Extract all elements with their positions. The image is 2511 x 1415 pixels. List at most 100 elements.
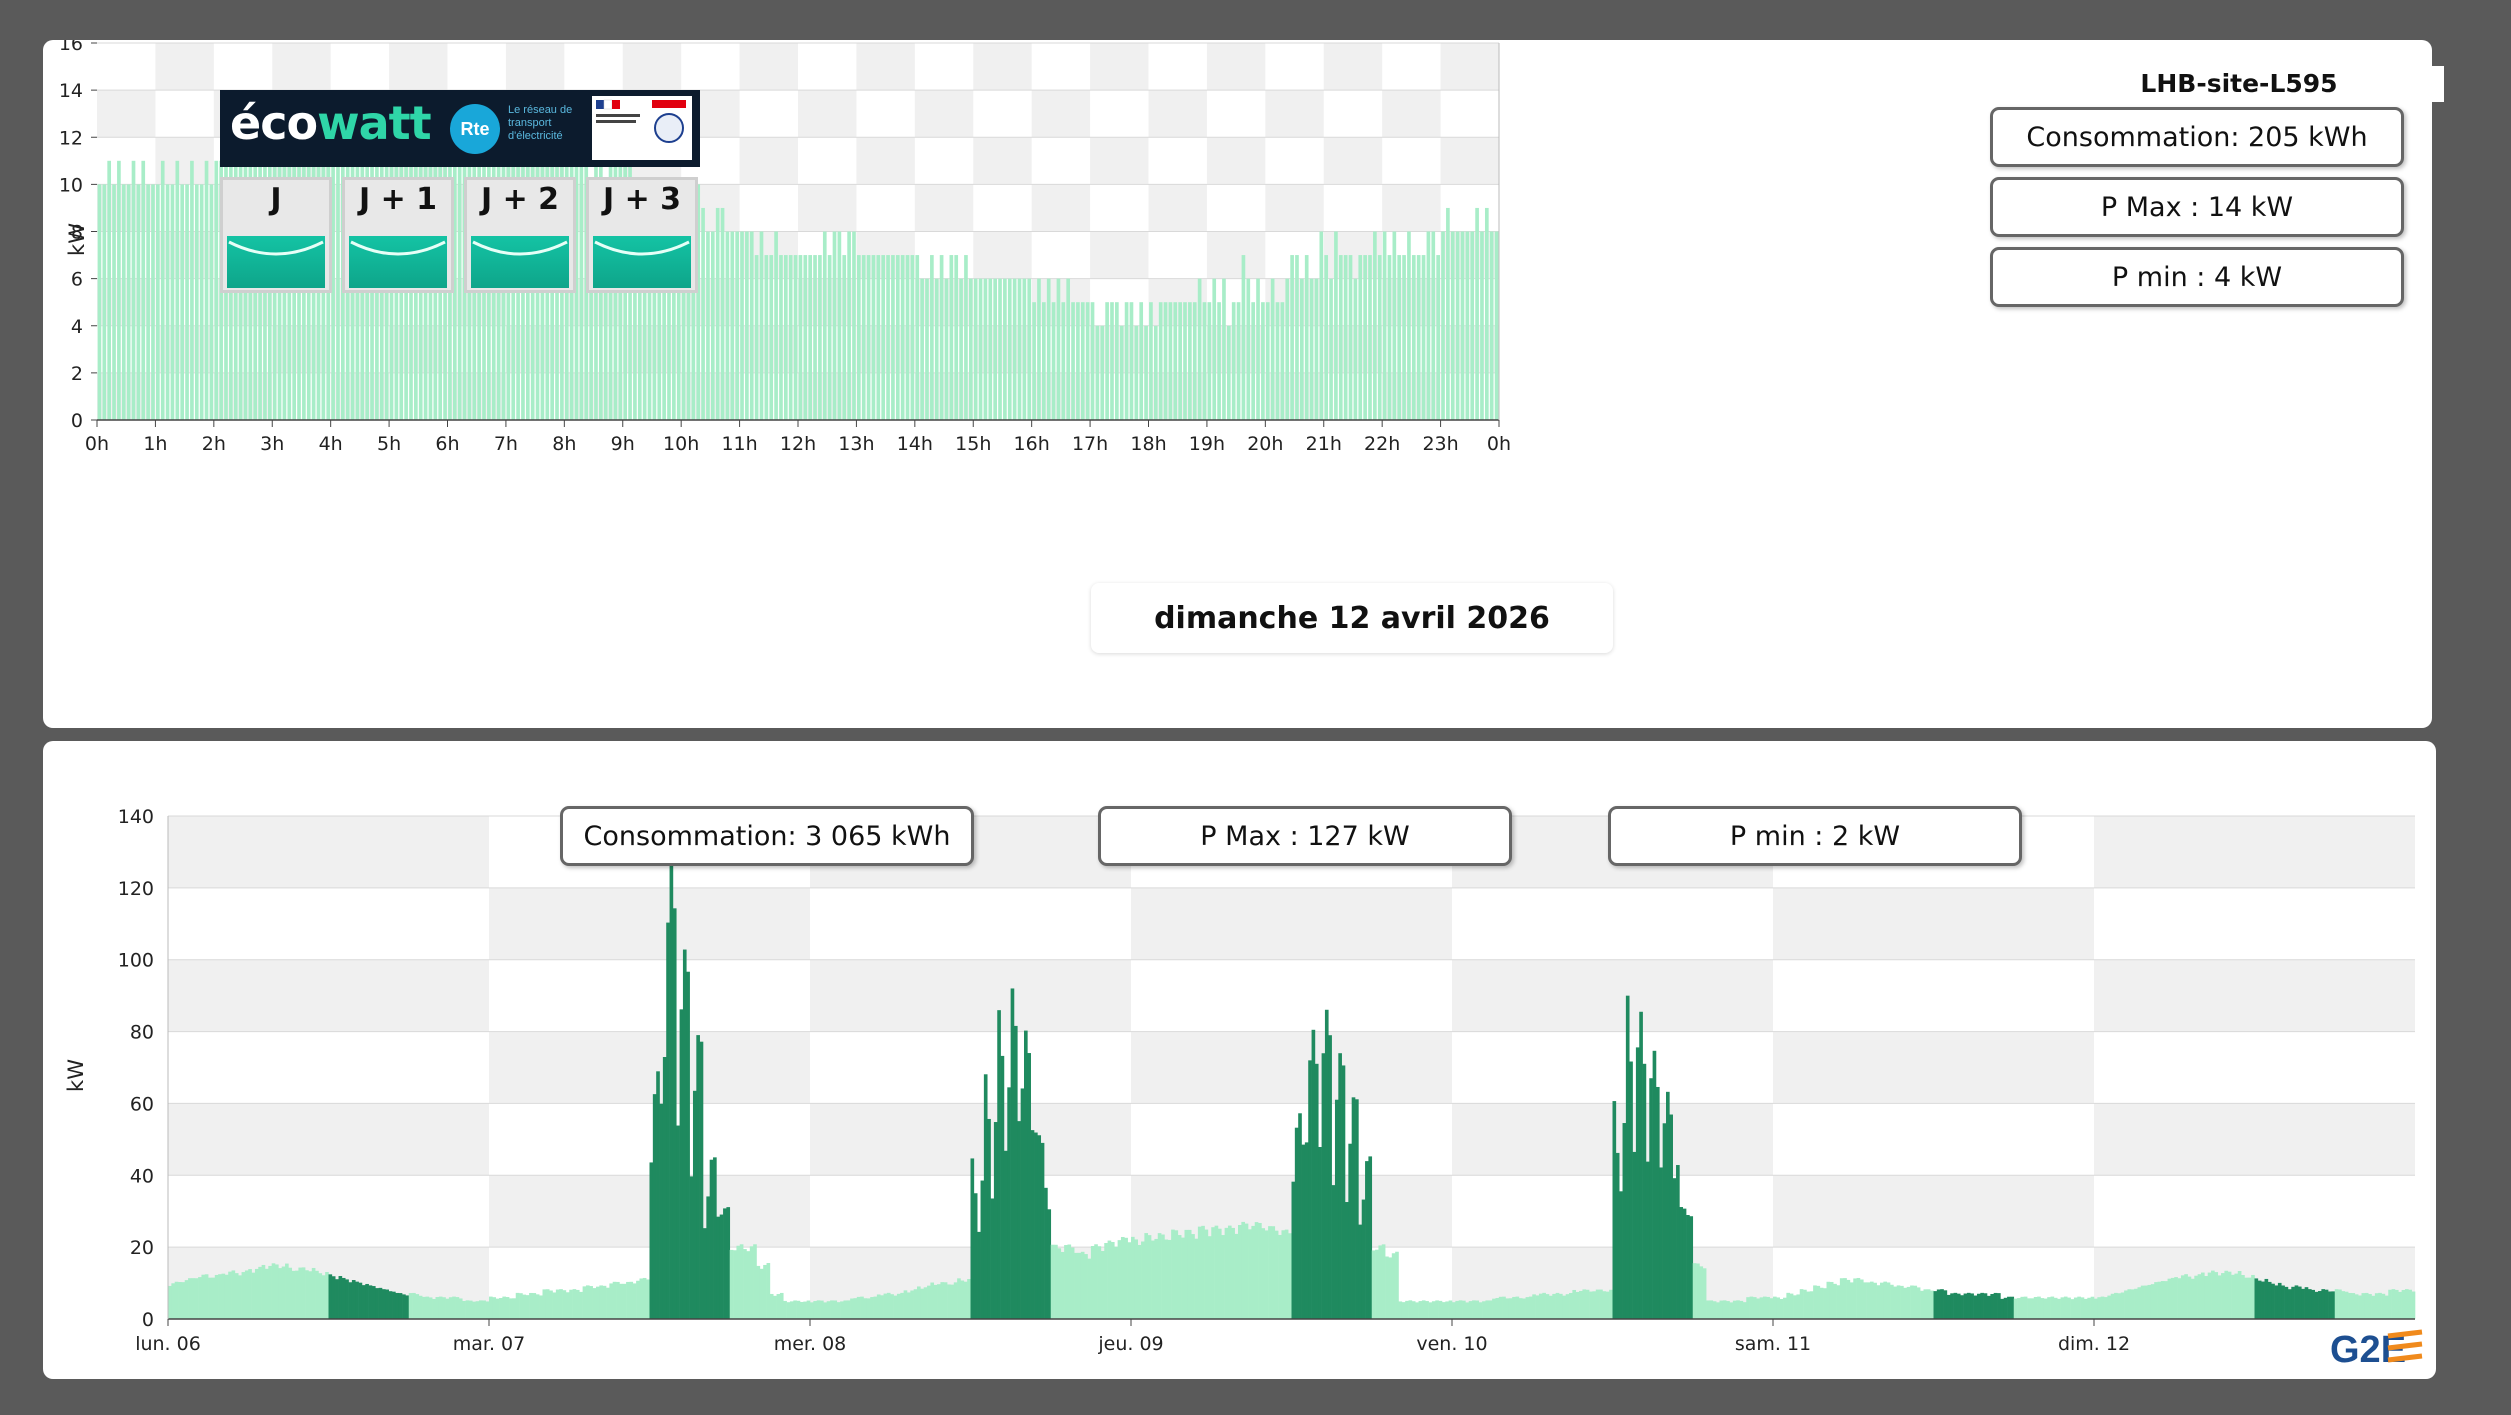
- bar: [395, 1292, 400, 1319]
- bar: [1518, 1298, 1523, 1319]
- bar: [231, 1270, 236, 1319]
- bar: [1056, 278, 1061, 420]
- bar: [2364, 1292, 2369, 1319]
- bar: [2017, 1298, 2021, 1319]
- grid-band: [973, 137, 1032, 185]
- bar: [1064, 1245, 1068, 1319]
- bar: [1047, 1209, 1052, 1319]
- bar: [1706, 1300, 1710, 1319]
- bar: [2398, 1291, 2402, 1319]
- bar: [402, 1294, 406, 1319]
- bar: [1348, 255, 1353, 420]
- bar: [1538, 1293, 1543, 1319]
- bar: [930, 255, 934, 420]
- bar: [603, 184, 608, 420]
- bar: [1090, 1246, 1095, 1319]
- bar: [1003, 1150, 1008, 1319]
- bar: [1368, 1156, 1373, 1319]
- bar: [1659, 1167, 1663, 1319]
- bar: [348, 1282, 353, 1319]
- bar: [1124, 302, 1129, 420]
- bar: [1575, 1291, 1580, 1319]
- bar: [1040, 1142, 1045, 1319]
- bar: [1268, 1226, 1272, 1319]
- bar: [1709, 1300, 1714, 1319]
- bar: [485, 1301, 490, 1319]
- bar: [833, 1300, 838, 1319]
- bar: [1793, 1295, 1797, 1319]
- bar: [793, 255, 798, 420]
- grid-band: [681, 372, 740, 420]
- bar: [165, 184, 170, 420]
- bar: [813, 1301, 817, 1319]
- bar: [2094, 1298, 2098, 1319]
- bar: [1856, 1277, 1861, 1319]
- bar: [930, 1282, 935, 1319]
- grid-band: [1773, 1031, 2094, 1104]
- bar: [1173, 302, 1178, 420]
- bar: [822, 231, 827, 420]
- bar: [1231, 302, 1236, 420]
- bar: [258, 1266, 262, 1319]
- grid-band: [272, 43, 331, 91]
- bar: [1762, 1296, 1767, 1319]
- bar: [2167, 1278, 2172, 1319]
- bar: [465, 1300, 470, 1319]
- bar: [2408, 1289, 2412, 1319]
- bar: [1799, 1289, 1804, 1319]
- bar: [1966, 1292, 1971, 1319]
- bar: [1682, 1208, 1687, 1319]
- weekly-power-chart: 0 20 40 60 80 100 120 140 lun. 06 mar. 07 mer. 08 j…: [64, 806, 2416, 1355]
- bar: [368, 1285, 373, 1319]
- bar: [686, 971, 690, 1319]
- bar: [244, 1270, 249, 1319]
- bar: [2328, 1291, 2332, 1319]
- bar: [224, 1274, 229, 1319]
- bar: [2264, 1278, 2269, 1319]
- bar: [2053, 1297, 2058, 1319]
- bar: [532, 1293, 537, 1319]
- bar: [221, 1273, 226, 1319]
- bar: [442, 1297, 446, 1319]
- grid-band: [914, 184, 974, 232]
- grid-band: [1440, 325, 1499, 373]
- bar: [1565, 1294, 1570, 1319]
- bar: [1480, 231, 1484, 420]
- bar: [873, 1296, 878, 1319]
- bar: [2047, 1297, 2051, 1319]
- bar: [1746, 1297, 1750, 1319]
- bar: [1669, 1114, 1673, 1319]
- bar: [1836, 1285, 1841, 1319]
- bar: [1635, 1047, 1640, 1319]
- bar: [121, 184, 126, 420]
- ecowatt-signal-icon: [349, 236, 447, 288]
- bar: [388, 1291, 393, 1319]
- bar: [2291, 1286, 2295, 1319]
- weekly-consumption-box: Consommation: 3 065 kWh: [560, 806, 974, 866]
- bar: [1625, 995, 1630, 1319]
- bar: [552, 1292, 557, 1319]
- x-tick-label: 19h: [1189, 433, 1225, 455]
- bar: [1222, 278, 1226, 420]
- bar: [706, 231, 710, 420]
- bar: [1022, 278, 1027, 420]
- bar: [585, 1285, 590, 1319]
- ecowatt-day-j2: J + 2: [464, 177, 576, 293]
- bar: [649, 1162, 654, 1319]
- bar: [2043, 1298, 2048, 1319]
- x-tick-label: mer. 08: [774, 1333, 847, 1355]
- bar: [214, 1274, 219, 1319]
- bar: [418, 1295, 423, 1319]
- bar: [1151, 1240, 1155, 1319]
- bar: [208, 1277, 212, 1319]
- bar: [1070, 1247, 1075, 1319]
- bar: [1157, 1233, 1162, 1319]
- bar: [2010, 1296, 2015, 1319]
- bar: [876, 1294, 881, 1319]
- bar: [1679, 1207, 1684, 1319]
- bar: [1046, 278, 1051, 420]
- bar: [1197, 1226, 1202, 1319]
- bar: [719, 1214, 724, 1319]
- bar: [1484, 207, 1489, 420]
- bar: [1458, 1300, 1463, 1319]
